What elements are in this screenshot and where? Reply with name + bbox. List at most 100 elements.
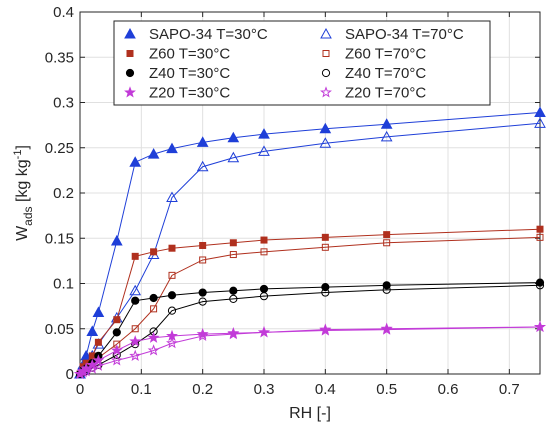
data-point	[229, 239, 237, 247]
data-point	[199, 241, 207, 249]
series-line	[79, 326, 541, 375]
data-point	[86, 325, 99, 336]
series-layer	[74, 106, 546, 380]
data-point	[382, 285, 391, 294]
x-tick-label: 0.5	[376, 381, 397, 398]
legend-label: Z40 T=70°C	[345, 65, 426, 82]
data-point	[534, 117, 546, 128]
data-point	[319, 137, 332, 148]
series-3	[76, 233, 544, 378]
data-point	[110, 354, 123, 366]
y-axis-label: Wads [kg kg-1]	[12, 145, 35, 241]
y-tick-label: 0.4	[53, 4, 74, 21]
data-point	[227, 327, 240, 339]
data-point	[166, 191, 178, 203]
y-tick-label: 0.2	[53, 185, 74, 202]
data-point	[131, 296, 140, 305]
legend-marker	[320, 86, 332, 98]
legend-marker	[321, 68, 331, 78]
data-point	[110, 344, 123, 356]
data-point	[149, 293, 158, 303]
x-tick-label: 0.6	[438, 381, 459, 398]
data-point	[147, 331, 160, 343]
data-point	[80, 365, 93, 377]
legend-marker	[322, 50, 330, 57]
data-point	[168, 244, 176, 252]
axis-ticks: 0 0.1 0.2 0.3 0.4 0.5 0.6 0.7 0 0.05 0.1 0.15 0.2 0.2…	[45, 4, 540, 398]
series-7	[74, 320, 546, 380]
data-point	[92, 359, 105, 371]
data-point	[227, 151, 240, 163]
data-point	[129, 349, 142, 361]
legend-label: Z20 T=70°C	[345, 85, 426, 102]
data-point	[94, 338, 102, 346]
data-point	[129, 335, 142, 347]
data-point	[129, 284, 142, 296]
x-tick-label: 0.2	[192, 381, 213, 398]
series-line	[79, 326, 541, 375]
x-tick-label: 0.1	[131, 381, 152, 398]
y-tick-label: 0.05	[45, 321, 74, 338]
y-axis-label-unit-open: [kg kg	[14, 159, 31, 206]
y-axis-label-unit-close: ]	[14, 145, 31, 149]
data-point	[227, 327, 240, 340]
data-point	[150, 248, 158, 256]
data-point	[196, 136, 209, 147]
data-point	[535, 278, 545, 287]
data-point	[259, 292, 269, 301]
data-point	[198, 297, 207, 306]
legend-marker	[124, 27, 136, 39]
y-tick-label: 0.25	[45, 140, 74, 157]
data-point	[110, 234, 123, 246]
data-point	[319, 323, 332, 335]
x-tick-label: 0.4	[315, 381, 336, 398]
data-point	[321, 233, 329, 241]
data-point	[150, 305, 158, 313]
data-point	[319, 122, 332, 134]
y-tick-label: 0.3	[53, 95, 74, 112]
data-point	[260, 248, 268, 256]
data-point	[383, 231, 391, 239]
legend-marker	[320, 27, 332, 39]
y-axis-label-main: W	[14, 225, 31, 241]
data-point	[229, 286, 238, 295]
legend-marker	[126, 50, 134, 57]
data-point	[131, 252, 139, 260]
data-point	[227, 131, 240, 143]
data-point	[147, 148, 160, 159]
data-point	[168, 271, 176, 279]
data-point	[321, 243, 329, 251]
data-point	[258, 145, 270, 156]
data-point	[535, 281, 545, 290]
data-point	[536, 225, 544, 233]
data-point	[196, 329, 209, 342]
data-point	[167, 306, 177, 315]
x-tick-label: 0	[76, 381, 84, 398]
y-axis-label-unit-sup: -1	[12, 150, 24, 160]
data-point	[147, 344, 160, 356]
data-point	[383, 239, 391, 247]
data-point	[113, 316, 121, 324]
data-point	[198, 288, 207, 297]
legend-label: Z60 T=70°C	[345, 46, 426, 63]
series-5	[75, 281, 545, 379]
data-point	[167, 291, 177, 300]
y-axis-label-sub: ads	[21, 206, 35, 225]
data-point	[229, 251, 237, 259]
legend-label: Z40 T=30°C	[149, 65, 230, 82]
legend-box	[113, 20, 491, 106]
legend-label: Z60 T=30°C	[149, 46, 230, 63]
data-point	[536, 233, 544, 241]
data-point	[196, 160, 209, 172]
y-tick-label: 0.15	[45, 230, 74, 247]
series-2	[76, 225, 544, 378]
series-0	[74, 106, 546, 379]
y-tick-label: 0.35	[45, 49, 74, 66]
legend-label: Z20 T=30°C	[149, 85, 230, 102]
data-point	[166, 336, 178, 349]
legend-marker	[124, 86, 136, 98]
data-point	[380, 118, 393, 129]
data-point	[321, 288, 330, 297]
data-point	[380, 130, 393, 142]
